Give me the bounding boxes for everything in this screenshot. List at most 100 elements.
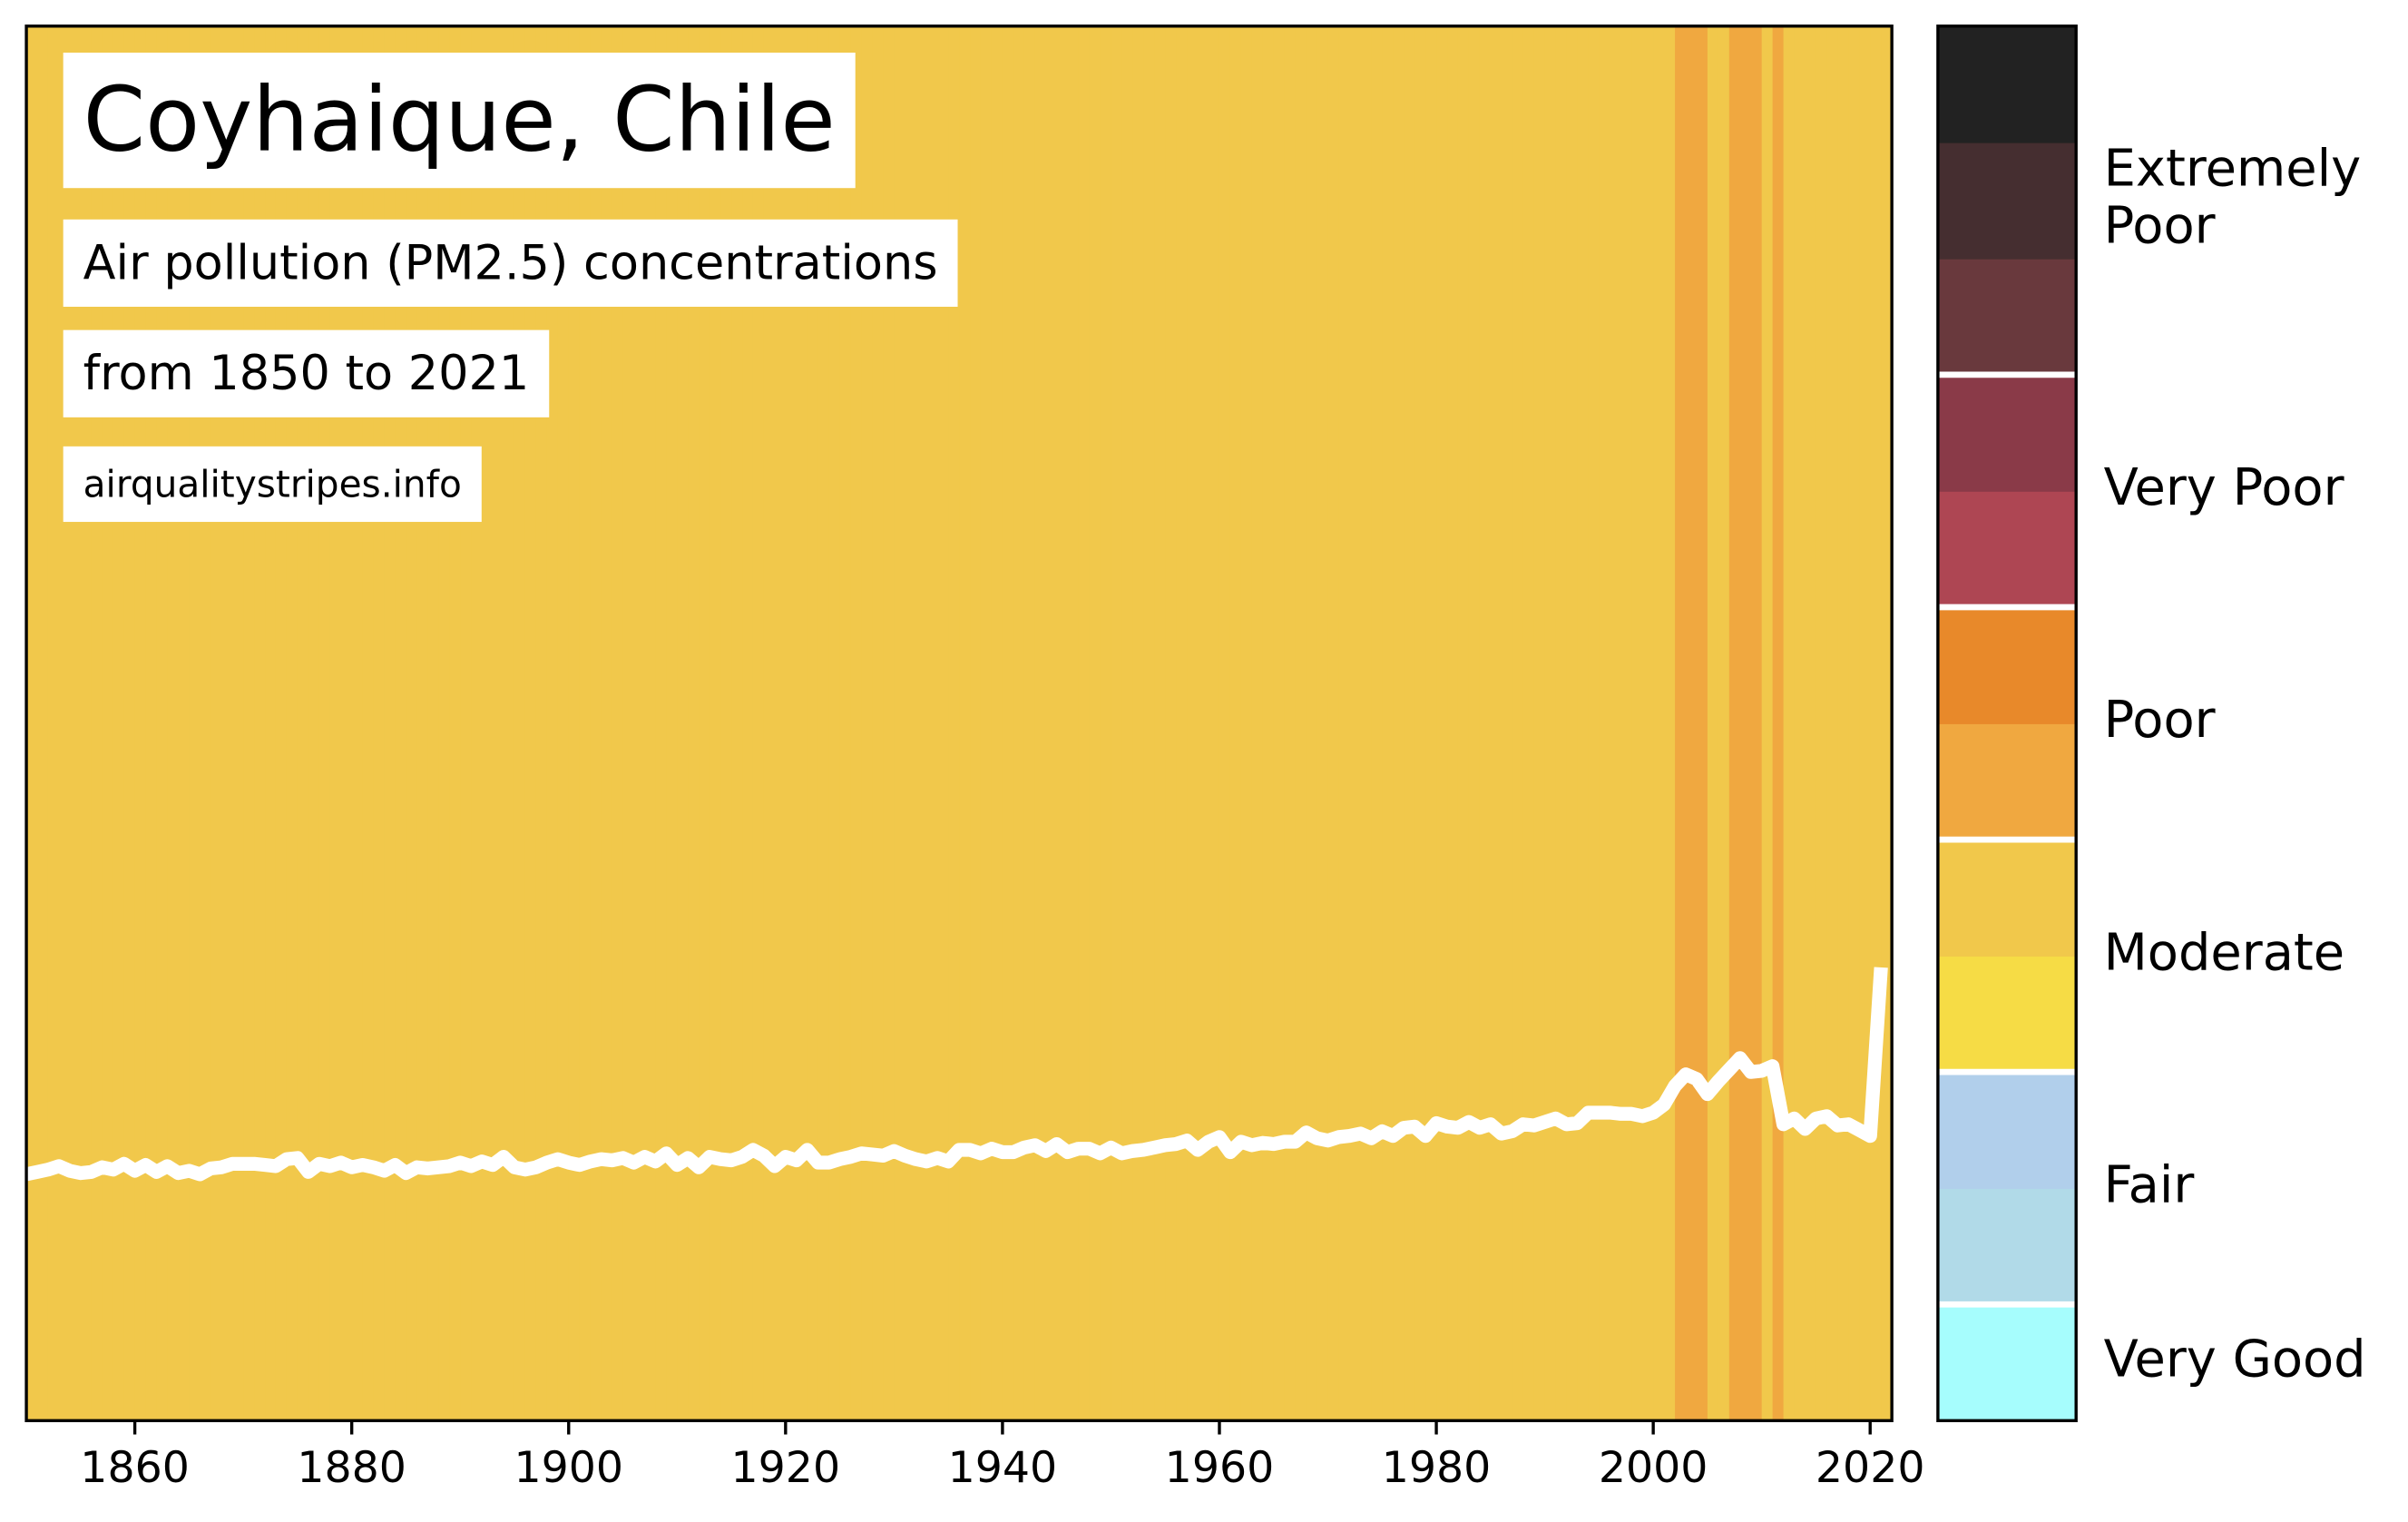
label-box (63, 329, 550, 417)
stripe (1577, 25, 1590, 1421)
stripe (1620, 25, 1633, 1421)
stripe (720, 25, 733, 1421)
stripe (1414, 25, 1427, 1421)
stripe (1284, 25, 1297, 1421)
source: airqualitystripes.info (83, 462, 462, 506)
stripe (699, 25, 711, 1421)
stripe (1675, 25, 1688, 1421)
stripe (731, 25, 744, 1421)
stripe (1327, 25, 1340, 1421)
line-layer (24, 967, 1888, 1182)
stripe (666, 25, 679, 1421)
stripe (1229, 25, 1242, 1421)
stripe (742, 25, 754, 1421)
stripe (991, 25, 1003, 1421)
stripe (1143, 25, 1156, 1421)
stripe (1707, 25, 1719, 1421)
stripe (1067, 25, 1080, 1421)
axes: 1860 1880 1900 1920 1940 1960 1980 2000 2020 (24, 25, 1925, 1493)
colorbar-block (1937, 1072, 2077, 1190)
chart-title: Coyhaique, Chile (83, 69, 836, 172)
stripe (579, 25, 592, 1421)
stripe (839, 25, 852, 1421)
stripe (1240, 25, 1253, 1421)
stripe (1045, 25, 1058, 1421)
stripe (1522, 25, 1535, 1421)
stripe (980, 25, 993, 1421)
stripe (1718, 25, 1730, 1421)
stripe (1382, 25, 1395, 1421)
period: from 1850 to 2021 (83, 346, 530, 401)
stripe (1436, 25, 1449, 1421)
stripe (905, 25, 917, 1421)
stripe (568, 25, 581, 1421)
stripe (688, 25, 700, 1421)
stripe (1121, 25, 1134, 1421)
stripe (915, 25, 928, 1421)
colorbar-block (1937, 956, 2077, 1074)
stripe (1870, 25, 1883, 1421)
label-box (63, 53, 856, 189)
stripe (1371, 25, 1384, 1421)
stripe (828, 25, 841, 1421)
stripe (1111, 25, 1123, 1421)
title-texts: Coyhaique, Chile Air pollution (PM2.5) c… (83, 69, 938, 506)
stripe (1501, 25, 1513, 1421)
stripe (1349, 25, 1362, 1421)
stripe (948, 25, 961, 1421)
stripe (26, 25, 39, 1421)
stripe (633, 25, 646, 1421)
stripe (1599, 25, 1611, 1421)
stripe (655, 25, 668, 1421)
stripe (1447, 25, 1459, 1421)
stripe (1468, 25, 1481, 1421)
stripe (1295, 25, 1307, 1421)
stripe (937, 25, 950, 1421)
stripe (1555, 25, 1568, 1421)
legend-label: Very Good (2104, 1330, 2366, 1389)
stripe (926, 25, 939, 1421)
stripe (601, 25, 613, 1421)
stripe (1002, 25, 1014, 1421)
x-tick-label: 1940 (948, 1443, 1058, 1493)
stripe (850, 25, 863, 1421)
stripe (1794, 25, 1806, 1421)
stripe (1566, 25, 1579, 1421)
stripe (1100, 25, 1112, 1421)
colorbar-frame (1936, 25, 2078, 1423)
stripe (1664, 25, 1677, 1421)
x-tick-label: 1880 (297, 1443, 406, 1493)
colorbar-block (1937, 25, 2077, 143)
stripe (1642, 25, 1655, 1421)
x-tick-label: 1920 (731, 1443, 841, 1493)
stripe (1013, 25, 1025, 1421)
colorbar-block (1937, 490, 2077, 608)
stripe (1306, 25, 1318, 1421)
legend-label: Fair (2104, 1155, 2195, 1214)
colorbar-block (1937, 1304, 2077, 1422)
stripe (1360, 25, 1373, 1421)
stripe (1653, 25, 1666, 1421)
colorbar-block (1937, 840, 2077, 957)
stripe (1023, 25, 1036, 1421)
colorbar-block (1937, 606, 2077, 724)
stripe (47, 25, 60, 1421)
colorbar: Very Good Fair Moderate Poor Very Poor Extrem… (1936, 25, 2366, 1423)
stripe (677, 25, 690, 1421)
stripe (1512, 25, 1524, 1421)
stripe (590, 25, 602, 1421)
stripe (1404, 25, 1416, 1421)
stripe (894, 25, 906, 1421)
stripe (1816, 25, 1828, 1421)
stripe (1165, 25, 1178, 1421)
stripe (1338, 25, 1351, 1421)
x-tick-label: 1980 (1382, 1443, 1492, 1493)
legend-label: Extremely (2104, 140, 2362, 199)
stripe (1425, 25, 1438, 1421)
stripe (1685, 25, 1698, 1421)
stripe (1696, 25, 1708, 1421)
stripe (1588, 25, 1600, 1421)
stripe (1198, 25, 1210, 1421)
stripe (1078, 25, 1091, 1421)
